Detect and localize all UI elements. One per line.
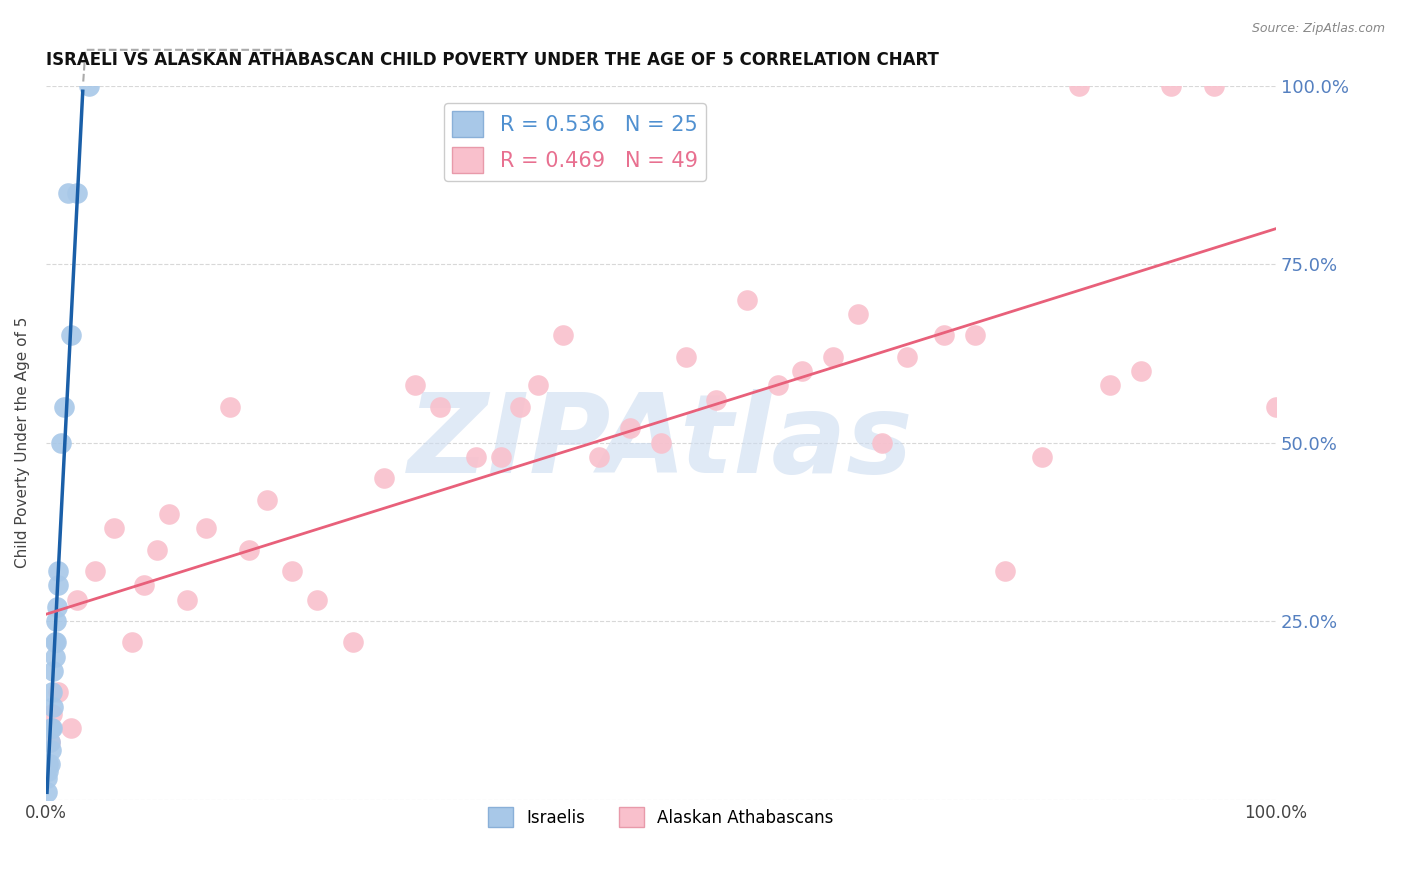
Point [49, 435, 72, 450]
Point [792, 364, 814, 378]
Point [846, 307, 869, 321]
Point [38, 735, 60, 749]
Point [704, 392, 727, 407]
Point [39, 742, 62, 756]
Point [675, 350, 697, 364]
Point [39, 721, 62, 735]
Point [56, 186, 79, 200]
Point [735, 293, 758, 307]
Point [157, 507, 180, 521]
Point [305, 592, 328, 607]
Point [44, 635, 66, 649]
Point [1160, 78, 1182, 93]
Point [77, 78, 100, 93]
Point [103, 521, 125, 535]
Point [527, 378, 550, 392]
Point [932, 328, 955, 343]
Point [37, 756, 59, 771]
Point [650, 435, 672, 450]
Point [46, 599, 69, 614]
Point [256, 492, 278, 507]
Point [45, 635, 67, 649]
Point [1069, 78, 1091, 93]
Legend: Israelis, Alaskan Athabascans: Israelis, Alaskan Athabascans [482, 800, 841, 834]
Point [429, 400, 451, 414]
Point [238, 542, 260, 557]
Point [37, 785, 59, 799]
Point [489, 450, 512, 464]
Point [38, 735, 60, 749]
Point [281, 564, 304, 578]
Point [134, 578, 156, 592]
Point [465, 450, 488, 464]
Point [994, 564, 1017, 578]
Point [37, 771, 59, 785]
Point [619, 421, 641, 435]
Point [1265, 400, 1288, 414]
Point [766, 378, 789, 392]
Point [42, 664, 65, 678]
Point [823, 350, 845, 364]
Point [588, 450, 610, 464]
Point [194, 521, 217, 535]
Y-axis label: Child Poverty Under the Age of 5: Child Poverty Under the Age of 5 [15, 317, 30, 568]
Point [53, 400, 76, 414]
Point [44, 649, 66, 664]
Point [66, 186, 89, 200]
Point [1129, 364, 1152, 378]
Point [176, 592, 198, 607]
Point [41, 721, 63, 735]
Point [41, 706, 63, 721]
Point [219, 400, 242, 414]
Point [963, 328, 986, 343]
Point [66, 592, 89, 607]
Point [509, 400, 531, 414]
Point [551, 328, 574, 343]
Point [45, 614, 67, 628]
Point [404, 378, 426, 392]
Point [1098, 378, 1121, 392]
Text: ZIPAtlas: ZIPAtlas [408, 389, 914, 496]
Point [42, 699, 65, 714]
Point [59, 328, 82, 343]
Point [84, 564, 107, 578]
Point [1204, 78, 1226, 93]
Point [896, 350, 918, 364]
Point [46, 564, 69, 578]
Point [145, 542, 167, 557]
Point [872, 435, 894, 450]
Point [342, 635, 364, 649]
Point [59, 721, 82, 735]
Point [46, 685, 69, 699]
Point [46, 578, 69, 592]
Point [1031, 450, 1053, 464]
Point [121, 635, 143, 649]
Point [373, 471, 395, 485]
Point [38, 756, 60, 771]
Point [41, 685, 63, 699]
Text: ISRAELI VS ALASKAN ATHABASCAN CHILD POVERTY UNDER THE AGE OF 5 CORRELATION CHART: ISRAELI VS ALASKAN ATHABASCAN CHILD POVE… [46, 51, 939, 69]
Point [37, 764, 59, 778]
Text: Source: ZipAtlas.com: Source: ZipAtlas.com [1251, 22, 1385, 36]
